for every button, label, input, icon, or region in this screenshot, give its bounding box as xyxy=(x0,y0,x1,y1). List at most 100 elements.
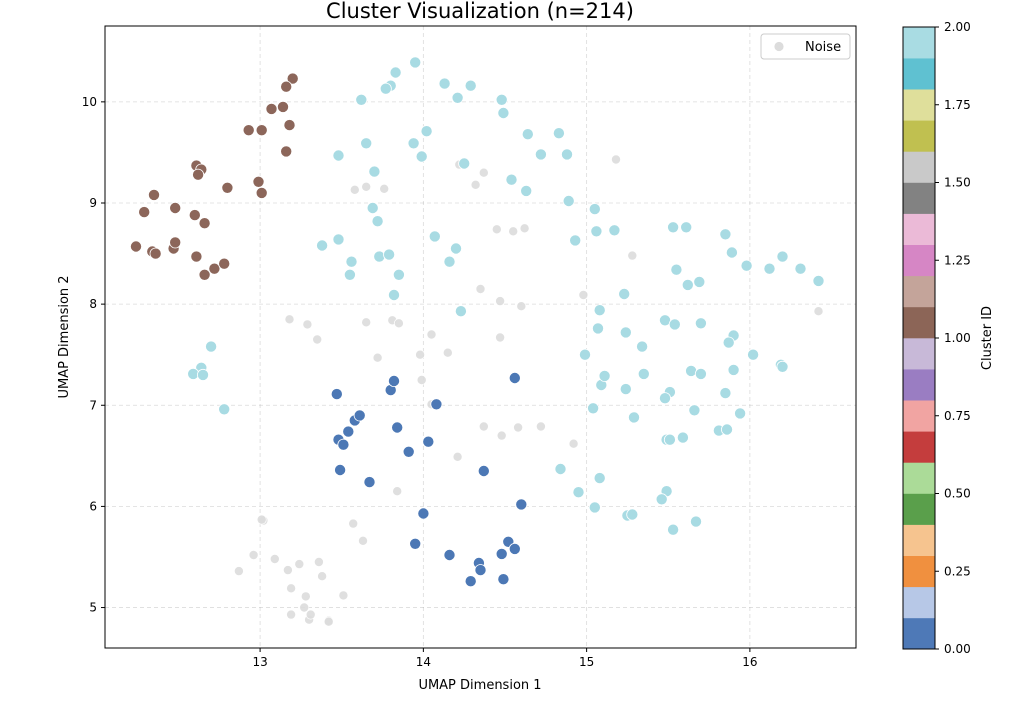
cluster-2-point xyxy=(355,93,368,106)
cluster-2-point xyxy=(458,157,471,170)
cluster-1-point xyxy=(252,175,265,188)
colorbar-segment xyxy=(903,431,935,463)
cluster-2-point xyxy=(628,411,641,424)
cluster-2-point xyxy=(562,194,575,207)
cluster-0-point xyxy=(430,398,443,411)
cluster-2-point xyxy=(415,150,428,163)
cluster-2-point xyxy=(812,274,825,287)
colorbar-tick-label: 1.25 xyxy=(944,253,971,267)
noise-point xyxy=(282,565,293,576)
noise-point xyxy=(284,314,295,325)
cluster-0-point xyxy=(409,537,422,550)
y-tick-label: 7 xyxy=(89,398,97,412)
cluster-2-point xyxy=(722,336,735,349)
cluster-1-point xyxy=(147,188,160,201)
cluster-1-point xyxy=(129,240,142,253)
cluster-2-point xyxy=(366,201,379,214)
cluster-1-point xyxy=(280,80,293,93)
cluster-2-point xyxy=(719,228,732,241)
cluster-2-point xyxy=(592,322,605,335)
cluster-2-point xyxy=(497,107,510,120)
colorbar-segment xyxy=(903,120,935,152)
cluster-2-point xyxy=(561,148,574,161)
cluster-0-point xyxy=(508,542,521,555)
cluster-2-point xyxy=(668,318,681,331)
cluster-2-point xyxy=(725,246,738,259)
cluster-1-point xyxy=(276,100,289,113)
cluster-2-point xyxy=(681,278,694,291)
colorbar: 0.00 0.25 0.50 0.75 1.00 1.25 1.50 1.75 2.00 Clu… xyxy=(902,20,995,656)
cluster-1-point xyxy=(149,247,162,260)
cluster-2-point xyxy=(443,255,456,268)
cluster-2-point xyxy=(360,137,373,150)
noise-point xyxy=(478,421,489,432)
cluster-2-point xyxy=(521,128,534,141)
cluster-0-point xyxy=(422,435,435,448)
cluster-1-point xyxy=(190,250,203,263)
y-tick-label: 5 xyxy=(89,601,97,615)
x-axis-label: UMAP Dimension 1 xyxy=(418,678,541,693)
cluster-2-point xyxy=(196,368,209,381)
cluster-0-point xyxy=(443,549,456,562)
cluster-2-point xyxy=(659,392,672,405)
cluster-2-point xyxy=(449,242,462,255)
noise-point xyxy=(568,438,579,449)
cluster-2-point xyxy=(218,403,231,416)
cluster-2-point xyxy=(690,515,703,528)
noise-point xyxy=(442,347,453,358)
y-tick-label: 9 xyxy=(89,196,97,210)
cluster-2-point xyxy=(451,91,464,104)
colorbar-segment xyxy=(903,151,935,183)
cluster-2-point xyxy=(670,263,683,276)
noise-point xyxy=(495,296,506,307)
colorbar-segment xyxy=(903,182,935,214)
colorbar-segment xyxy=(903,244,935,277)
cluster-2-point xyxy=(495,93,508,106)
colorbar-tick-label: 0.75 xyxy=(944,409,971,423)
cluster-2-point xyxy=(693,275,706,288)
noise-point xyxy=(233,566,244,577)
colorbar-gradient xyxy=(903,27,935,650)
cluster-2-point xyxy=(379,82,392,95)
noise-point xyxy=(349,184,360,195)
cluster-1-point xyxy=(280,145,293,158)
noise-point xyxy=(361,181,372,192)
noise-point xyxy=(379,183,390,194)
colorbar-segment xyxy=(903,306,935,339)
chart-title: Cluster Visualization (n=214) xyxy=(326,0,634,23)
colorbar-tick-label: 0.50 xyxy=(944,487,971,501)
noise-point xyxy=(452,451,463,462)
cluster-2-point xyxy=(655,493,668,506)
cluster-2-point xyxy=(776,360,789,373)
cluster-0-point xyxy=(497,573,510,586)
cluster-2-point xyxy=(409,56,422,69)
cluster-2-point xyxy=(392,268,405,281)
colorbar-segment xyxy=(903,369,935,401)
colorbar-segment xyxy=(903,27,935,59)
noise-point xyxy=(361,317,372,328)
cluster-2-point xyxy=(552,127,565,140)
x-tick-label: 13 xyxy=(252,655,267,669)
cluster-2-point xyxy=(694,317,707,330)
colorbar-segment xyxy=(903,213,935,245)
cluster-2-point xyxy=(332,149,345,162)
cluster-0-point xyxy=(363,476,376,489)
cluster-0-point xyxy=(337,438,350,451)
colorbar-tick-label: 0.25 xyxy=(944,564,971,578)
cluster-2-point xyxy=(587,402,600,415)
colorbar-segment xyxy=(903,586,935,619)
cluster-0-point xyxy=(342,425,355,438)
cluster-2-point xyxy=(588,501,601,514)
cluster-1-point xyxy=(242,124,255,137)
noise-point xyxy=(338,590,349,601)
cluster-2-point xyxy=(676,431,689,444)
colorbar-segment xyxy=(903,524,935,556)
cluster-2-point xyxy=(332,233,345,246)
noise-point xyxy=(513,422,524,433)
x-tick-label: 16 xyxy=(742,655,757,669)
cluster-2-point xyxy=(368,165,381,178)
noise-point xyxy=(312,334,323,345)
noise-point xyxy=(372,352,383,363)
cluster-2-point xyxy=(593,472,606,485)
